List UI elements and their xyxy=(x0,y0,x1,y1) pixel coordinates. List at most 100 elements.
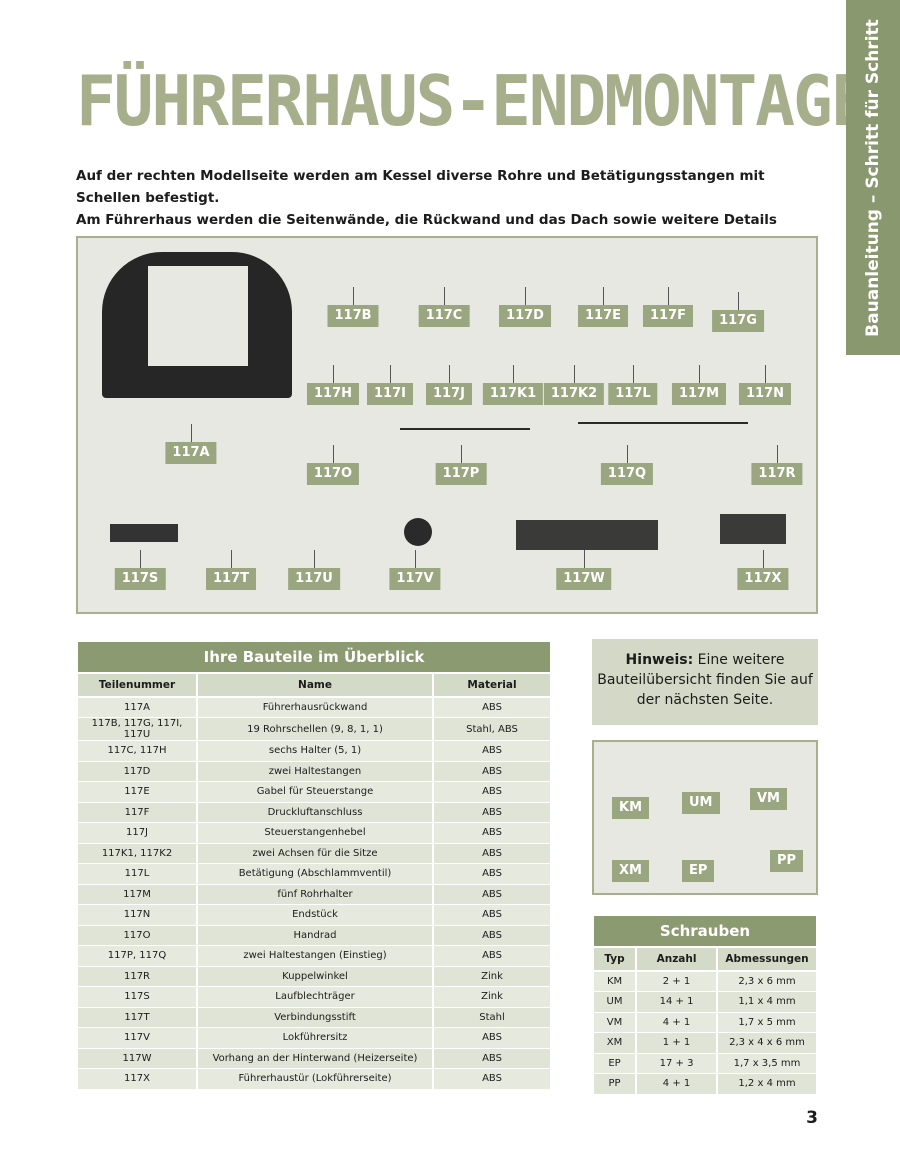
screw-label: KM xyxy=(612,797,650,819)
table-row: 117L Betätigung (Abschlammventil) ABS xyxy=(76,863,552,885)
table-row: 117W Vorhang an der Hinterwand (Heizersei… xyxy=(76,1047,552,1069)
part-117p-image xyxy=(400,428,530,430)
table-cell: Vorhang an der Hinterwand (Heizerseite) xyxy=(196,1047,434,1069)
table-cell: 117K1, 117K2 xyxy=(76,842,198,864)
screw-label: VM xyxy=(750,788,787,810)
page-number: 3 xyxy=(806,1108,818,1128)
table-row: KM 2 + 1 2,3 x 6 mm xyxy=(591,970,818,992)
part-label: 117J xyxy=(426,383,472,405)
table-cell: Stahl, ABS xyxy=(432,717,552,741)
table-cell: 117A xyxy=(76,696,198,718)
table-cell: Laufblechträger xyxy=(196,986,434,1008)
table-row: 117N Endstück ABS xyxy=(76,904,552,926)
part-117v-image xyxy=(404,518,432,546)
table-cell: Stahl xyxy=(432,1006,552,1028)
part-label: 117C xyxy=(418,305,470,327)
parts-photo xyxy=(76,236,818,614)
table-cell: ABS xyxy=(432,781,552,803)
screw-label: UM xyxy=(682,792,720,814)
table-cell: PP xyxy=(591,1073,638,1095)
table-cell: 117D xyxy=(76,760,198,782)
screws-photo: KM UM VM XM EP PP xyxy=(592,740,818,895)
table-cell: sechs Halter (5, 1) xyxy=(196,740,434,762)
table-cell: Handrad xyxy=(196,924,434,946)
table-row: 117M fünf Rohrhalter ABS xyxy=(76,883,552,905)
table-cell: Gabel für Steuerstange xyxy=(196,781,434,803)
table-row: 117E Gabel für Steuerstange ABS xyxy=(76,781,552,803)
table-cell: ABS xyxy=(432,842,552,864)
part-label: 117R xyxy=(751,463,803,485)
table-row: 117D zwei Haltestangen ABS xyxy=(76,760,552,782)
leader-line xyxy=(699,365,700,383)
table-row: 117R Kuppelwinkel Zink xyxy=(76,965,552,987)
table-cell: ABS xyxy=(432,696,552,718)
table-cell: Führerhaustür (Lokführerseite) xyxy=(196,1068,434,1090)
part-label: 117O xyxy=(306,463,360,485)
part-117q-image xyxy=(578,422,748,424)
leader-line xyxy=(390,365,391,383)
part-label: 117N xyxy=(738,383,792,405)
table-row: 117B, 117G, 117I, 117U 19 Rohrschellen (9… xyxy=(76,717,552,741)
table-cell: Kuppelwinkel xyxy=(196,965,434,987)
table-cell: 17 + 3 xyxy=(635,1052,718,1074)
table-cell: XM xyxy=(591,1032,638,1054)
part-117a-window xyxy=(148,266,248,366)
table-cell: Lokführersitz xyxy=(196,1027,434,1049)
leader-line xyxy=(461,445,462,463)
screw-label: PP xyxy=(770,850,804,872)
leader-line xyxy=(627,445,628,463)
table-row: 117V Lokführersitz ABS xyxy=(76,1027,552,1049)
part-label: 117E xyxy=(577,305,629,327)
table-cell: 14 + 1 xyxy=(635,991,718,1013)
table-cell: 2,3 x 6 mm xyxy=(716,970,818,992)
table-cell: Zink xyxy=(432,965,552,987)
table-cell: Führerhausrückwand xyxy=(196,696,434,718)
table-row: 117T Verbindungsstift Stahl xyxy=(76,1006,552,1028)
table-cell: 117X xyxy=(76,1068,198,1090)
table-cell: ABS xyxy=(432,801,552,823)
table-cell: zwei Achsen für die Sitze xyxy=(196,842,434,864)
table-row: 117K1, 117K2 zwei Achsen für die Sitze ABS xyxy=(76,842,552,864)
table-cell: zwei Haltestangen (Einstieg) xyxy=(196,945,434,967)
leader-line xyxy=(444,287,445,305)
part-117x-image xyxy=(720,514,786,544)
table-row: 117P, 117Q zwei Haltestangen (Einstieg) AB… xyxy=(76,945,552,967)
side-tab: Bauanleitung – Schritt für Schritt xyxy=(846,0,900,355)
table-row: 117F Druckluftanschluss ABS xyxy=(76,801,552,823)
table-cell: ABS xyxy=(432,822,552,844)
leader-line xyxy=(353,287,354,305)
table-cell: 117T xyxy=(76,1006,198,1028)
table-cell: 1,7 x 5 mm xyxy=(716,1011,818,1033)
table-row: EP 17 + 3 1,7 x 3,5 mm xyxy=(591,1052,818,1074)
table-cell: Betätigung (Abschlammventil) xyxy=(196,863,434,885)
table-cell: Verbindungsstift xyxy=(196,1006,434,1028)
part-label: 117K2 xyxy=(543,383,605,405)
part-label: 117D xyxy=(499,305,551,327)
table-row: UM 14 + 1 1,1 x 4 mm xyxy=(591,991,818,1013)
table-cell: ABS xyxy=(432,1027,552,1049)
screw-label: EP xyxy=(682,860,715,882)
table-row: 117S Laufblechträger Zink xyxy=(76,986,552,1008)
table-cell: fünf Rohrhalter xyxy=(196,883,434,905)
leader-line xyxy=(140,550,141,568)
leader-line xyxy=(231,550,232,568)
table-cell: ABS xyxy=(432,760,552,782)
leader-line xyxy=(633,365,634,383)
table-cell: 19 Rohrschellen (9, 8, 1, 1) xyxy=(196,717,434,741)
table-cell: ABS xyxy=(432,1068,552,1090)
part-label: 117W xyxy=(556,568,612,590)
table-row: 117X Führerhaustür (Lokführerseite) ABS xyxy=(76,1068,552,1090)
table-cell: VM xyxy=(591,1011,638,1033)
table-row: 117J Steuerstangenhebel ABS xyxy=(76,822,552,844)
part-117w-image xyxy=(516,520,658,550)
part-label: 117P xyxy=(435,463,487,485)
leader-line xyxy=(314,550,315,568)
leader-line xyxy=(668,287,669,305)
leader-line xyxy=(191,424,192,442)
table-cell: 4 + 1 xyxy=(635,1073,718,1095)
page-title: FÜHRERHAUS-ENDMONTAGE xyxy=(76,61,870,142)
part-label: 117F xyxy=(642,305,694,327)
table-cell: zwei Haltestangen xyxy=(196,760,434,782)
table-cell: 1,1 x 4 mm xyxy=(716,991,818,1013)
table-cell: 117C, 117H xyxy=(76,740,198,762)
